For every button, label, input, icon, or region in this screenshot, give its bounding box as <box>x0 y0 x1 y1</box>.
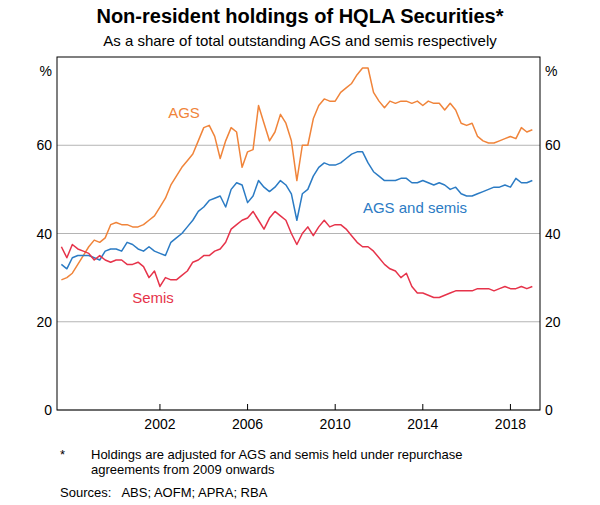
series-label: AGS <box>168 104 200 121</box>
grid-line <box>57 321 540 322</box>
x-tick <box>159 404 160 410</box>
series-line <box>61 211 532 297</box>
x-tick <box>510 404 511 410</box>
y-unit-label: % <box>40 63 52 79</box>
y2-tick-label: 60 <box>545 137 561 153</box>
footnote: Holdings are adjusted for AGS and semis … <box>91 447 462 462</box>
x-tick-label: 2002 <box>144 416 175 432</box>
series-line <box>61 152 532 269</box>
grid-line <box>57 233 540 234</box>
title: Non-resident holdings of HQLA Securities… <box>96 5 503 27</box>
footnote: agreements from 2009 onwards <box>91 462 275 477</box>
background <box>0 0 600 505</box>
series-line <box>61 68 532 280</box>
x-tick <box>335 404 336 410</box>
series-label: Semis <box>132 289 174 306</box>
grid-line <box>57 145 540 146</box>
y2-unit-label: % <box>545 63 557 79</box>
source: Sources: ABS; AOFM; APRA; RBA <box>60 485 268 500</box>
x-tick-label: 2018 <box>495 416 526 432</box>
chart: Non-resident holdings of HQLA Securities… <box>0 0 600 505</box>
subtitle: As a share of total outstanding AGS and … <box>103 32 497 49</box>
x-tick-label: 2006 <box>232 416 263 432</box>
lines <box>61 68 532 297</box>
x-tick-label: 2010 <box>320 416 351 432</box>
y-tick-label: 60 <box>36 137 52 153</box>
series-label: AGS and semis <box>363 199 467 216</box>
y-tick-label: 0 <box>44 402 52 418</box>
y2-tick-label: 0 <box>545 402 553 418</box>
y2-tick-label: 20 <box>545 314 561 330</box>
y2-tick-label: 40 <box>545 226 561 242</box>
y-tick-label: 40 <box>36 226 52 242</box>
x-tick <box>422 404 423 410</box>
y-tick-label: 20 <box>36 314 52 330</box>
x-tick <box>247 404 248 410</box>
footnote-marker: * <box>60 447 65 462</box>
x-tick-label: 2014 <box>407 416 438 432</box>
plot-frame <box>57 57 540 410</box>
